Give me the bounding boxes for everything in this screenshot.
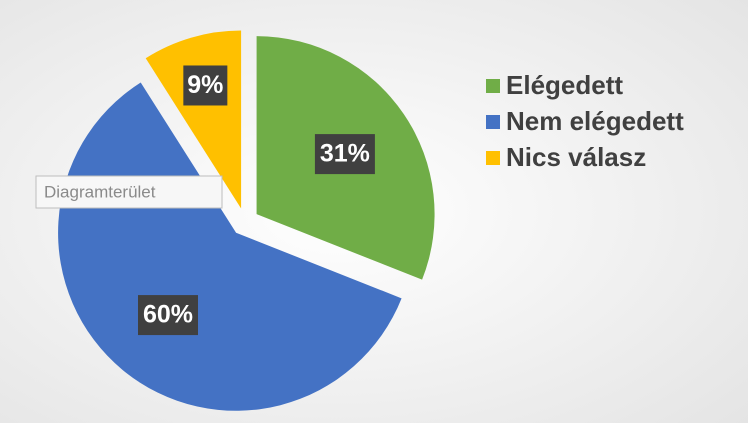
data-label-box [314,134,375,175]
legend-swatch [486,115,500,129]
data-label-box [183,65,228,106]
data-label-box [137,295,198,336]
tooltip: Diagramterület [35,175,223,209]
tooltip-text: Diagramterület [44,182,156,201]
legend: Elégedett Nem elégedett Nics válasz [486,70,684,172]
data-label: 31% [320,140,370,168]
data-label: 60% [143,301,193,329]
legend-label: Nem elégedett [506,106,684,136]
legend-label: Elégedett [506,70,623,100]
legend-label: Nics válasz [506,142,646,172]
legend-swatch [486,79,500,93]
data-label: 9% [187,71,223,99]
tooltip-box [35,175,223,209]
legend-swatch [486,151,500,165]
pie: 31% 60% 9% [58,30,435,411]
